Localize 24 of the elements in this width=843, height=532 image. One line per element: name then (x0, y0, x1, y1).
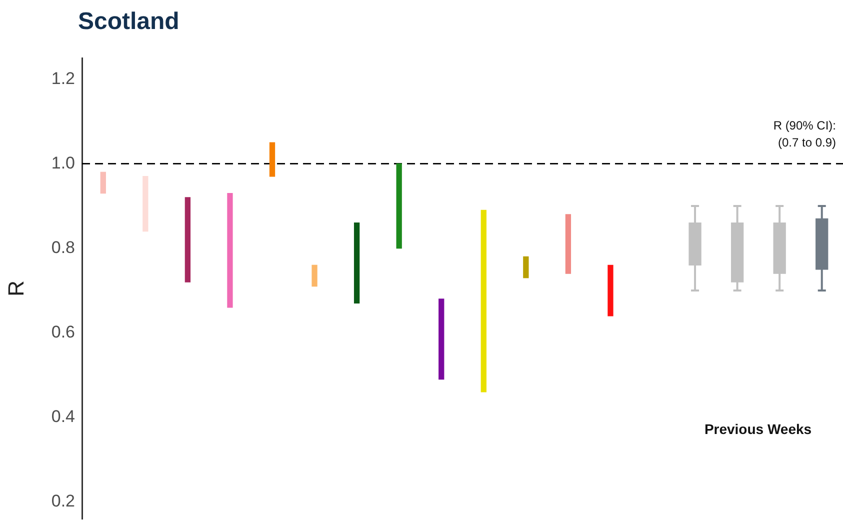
bar (269, 142, 276, 177)
bar (396, 163, 402, 249)
annotation: Previous Weeks (704, 420, 812, 437)
y-tick-label: 0.4 (51, 407, 75, 426)
annotation: R (90% CI): (773, 118, 836, 132)
bar (184, 197, 191, 282)
y-tick-label: 0.2 (51, 492, 75, 511)
bar (142, 176, 148, 232)
y-tick-label: 1.0 (51, 153, 75, 172)
y-tick-label: 0.8 (51, 238, 75, 257)
bar (565, 214, 572, 274)
bar (312, 264, 318, 287)
bar (438, 298, 444, 380)
y-tick-label: 0.6 (51, 322, 75, 342)
y-axis-title: R (3, 280, 28, 296)
bar (523, 256, 529, 278)
y-tick-label: 1.2 (51, 68, 75, 88)
bar (480, 210, 486, 392)
chart-title: Scotland (78, 8, 180, 36)
bar (227, 192, 233, 308)
bar (608, 264, 614, 316)
bar (354, 222, 360, 304)
annotation: (0.7 to 0.9) (778, 135, 836, 150)
bar (100, 172, 106, 194)
